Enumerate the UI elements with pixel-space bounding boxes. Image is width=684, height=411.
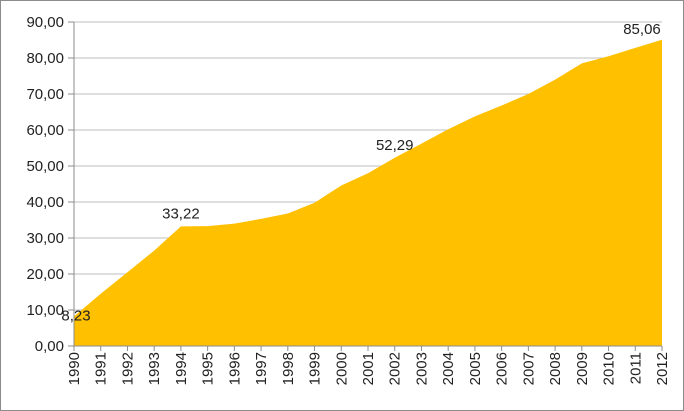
x-tick-label: 2001 [360, 352, 377, 385]
x-tick-label: 2010 [601, 352, 618, 385]
data-label: 33,22 [162, 205, 200, 222]
x-tick-label: 2003 [413, 352, 430, 385]
data-label: 85,06 [623, 21, 661, 38]
x-tick-label: 1993 [146, 352, 163, 385]
x-tick-label: 2002 [387, 352, 404, 385]
y-tick-label: 70,00 [26, 86, 64, 103]
axes [73, 22, 663, 351]
x-tick-label: 1996 [226, 352, 243, 385]
y-tick-label: 30,00 [26, 230, 64, 247]
x-tick-label: 2007 [520, 352, 537, 385]
x-tick-labels: 1990 1991 1992 1993 1994 1995 1996 1997 1998 1999… [66, 352, 671, 385]
x-tick-label: 1999 [307, 352, 324, 385]
y-tick-label: 60,00 [26, 122, 64, 139]
x-tick-label: 1994 [173, 352, 190, 385]
x-tick-label: 2011 [627, 352, 644, 384]
y-tick-label: 40,00 [26, 194, 64, 211]
y-tick-label: 80,00 [26, 50, 64, 67]
x-tick-label: 1990 [66, 352, 83, 385]
y-tick-label: 10,00 [26, 302, 64, 319]
area-series [74, 39, 662, 347]
x-tick-label: 2009 [574, 352, 591, 385]
x-tick-label: 2005 [467, 352, 484, 385]
x-tick-label: 1991 [93, 352, 110, 385]
y-tick-label: 20,00 [26, 266, 64, 283]
x-tick-label: 2008 [547, 352, 564, 385]
y-tick-label: 90,00 [26, 14, 64, 31]
x-tick-label: 2006 [494, 352, 511, 385]
x-tick-label: 2000 [333, 352, 350, 385]
y-tick-label: 0,00 [35, 338, 64, 355]
x-tick-label: 1992 [119, 352, 136, 385]
y-tick-label: 50,00 [26, 158, 64, 175]
y-tick-labels: 0,00 10,00 20,00 30,00 40,00 50,00 60,00 70,00 8… [26, 14, 64, 355]
x-tick-label: 1998 [280, 352, 297, 385]
x-tick-label: 2012 [654, 352, 671, 385]
x-tick-label: 1997 [253, 352, 270, 385]
data-labels: 8,23 33,22 52,29 85,06 [61, 21, 660, 325]
series-area [74, 39, 662, 347]
x-tick-label: 2004 [440, 352, 457, 385]
data-label: 8,23 [61, 307, 90, 324]
x-tick-label: 1995 [200, 352, 217, 385]
data-label: 52,29 [376, 137, 414, 154]
